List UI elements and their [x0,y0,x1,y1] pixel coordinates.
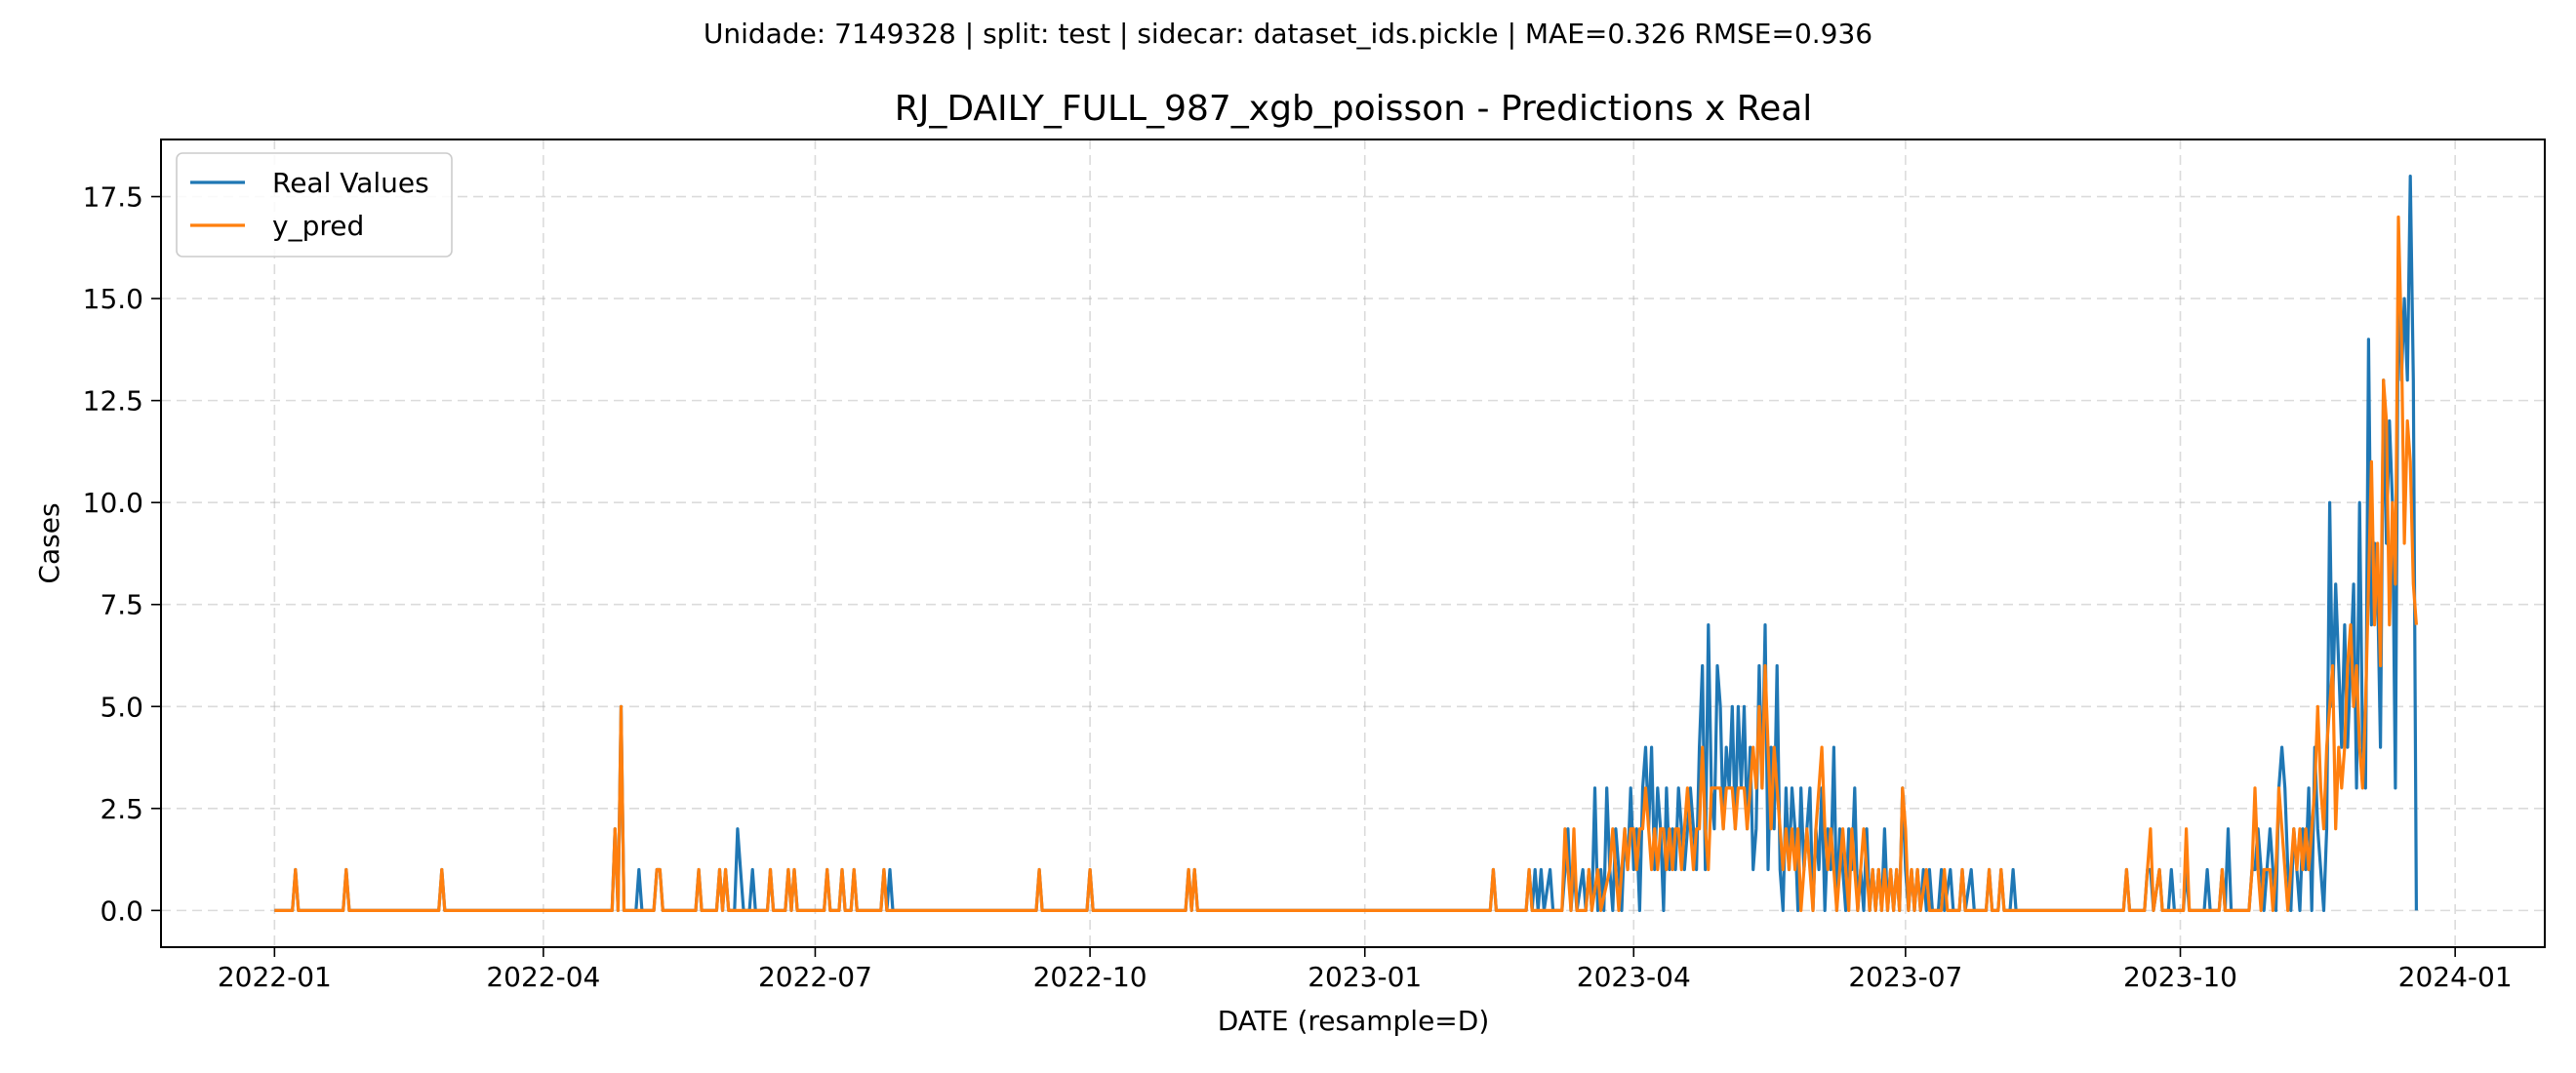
x-tick-label: 2022-07 [758,961,872,993]
grid [161,139,2545,947]
x-tick-label: 2023-10 [2123,961,2237,993]
y-tick-label: 12.5 [83,385,143,417]
y-tick-label: 15.0 [83,283,143,315]
series-lines [274,175,2418,912]
y-axis-label: Cases [33,502,65,583]
legend: Real Values y_pred [176,152,453,258]
x-tick-label: 2023-07 [1848,961,1962,993]
x-tick-label: 2022-01 [218,961,332,993]
y-tick-label: 7.5 [100,589,143,621]
y-tick-label: 17.5 [83,181,143,214]
y-tick-label: 5.0 [100,691,143,723]
x-axis-ticks: 2022-01 2022-04 2022-07 2022-10 2023-01 2023-… [218,947,2513,993]
chart-title: RJ_DAILY_FULL_987_xgb_poisson - Predicti… [895,89,1813,129]
x-axis-label: DATE (resample=D) [1218,1005,1490,1037]
x-tick-label: 2023-04 [1577,961,1691,993]
y-tick-label: 2.5 [100,793,143,825]
y-axis-ticks: 0.0 2.5 5.0 7.5 10.0 12.5 15.0 17.5 [83,181,161,927]
legend-box [176,152,453,258]
plot-area-frame [160,139,2546,948]
x-tick-label: 2022-10 [1033,961,1147,993]
y-tick-label: 10.0 [83,487,143,519]
figure-suptitle: Unidade: 7149328 | split: test | sidecar… [704,18,1872,50]
legend-label: y_pred [272,210,364,242]
x-tick-label: 2022-04 [486,961,600,993]
legend-label: Real Values [272,167,429,199]
series-line-y-pred [274,215,2418,912]
x-tick-label: 2024-01 [2398,961,2513,993]
y-tick-label: 0.0 [100,894,143,927]
x-tick-label: 2023-01 [1308,961,1422,993]
